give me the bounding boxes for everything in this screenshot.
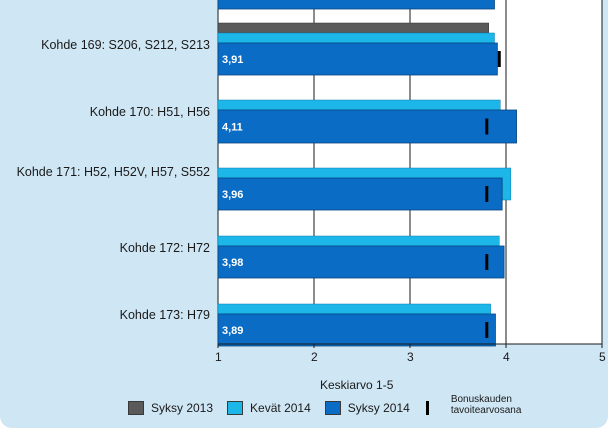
x-axis-label: Keskiarvo 1-5 — [320, 378, 394, 392]
target-marker-1 — [497, 51, 501, 67]
value-label-2: 4,11 — [222, 122, 243, 134]
value-label-5: 3,89 — [222, 325, 243, 337]
value-label-3: 3,96 — [222, 189, 243, 201]
legend-target-label: Bonuskauden tavoitearvosana — [450, 394, 522, 416]
legend-target-marker — [425, 401, 429, 415]
bar-kevat-2014-4 — [217, 235, 500, 247]
bar-syksy-2014-0 — [217, 0, 495, 10]
legend-swatch-syksy-2013 — [128, 401, 144, 415]
legend-label-syksy-2014: Syksy 2014 — [347, 401, 410, 415]
target-marker-2 — [485, 118, 489, 135]
category-label-2: Kohde 170: H51, H56 — [89, 105, 210, 119]
x-tick-label-2: 3 — [407, 350, 414, 364]
target-marker-5 — [485, 322, 489, 338]
value-label-4: 3,98 — [222, 257, 243, 269]
category-label-4: Kohde 172: H72 — [119, 241, 210, 255]
legend-swatch-kevat-2014 — [227, 401, 244, 415]
x-tick-label-3: 4 — [503, 350, 510, 364]
bar-syksy-2014-3 — [217, 177, 503, 211]
bar-syksy-2014-1 — [217, 42, 498, 76]
legend-label-syksy-2013: Syksy 2013 — [151, 401, 214, 415]
legend-item-syksy-2013: Syksy 2013 — [128, 401, 213, 415]
legend-swatch-syksy-2014 — [324, 401, 341, 415]
target-marker-4 — [485, 254, 489, 270]
x-tick-label-1: 2 — [311, 350, 318, 364]
bar-kevat-2014-1 — [217, 32, 495, 44]
bar-syksy-2014-4 — [217, 245, 505, 279]
bar-syksy-2013-1 — [217, 22, 489, 34]
category-label-1: Kohde 169: S206, S212, S213 — [41, 38, 210, 52]
category-label-5: Kohde 173: H79 — [119, 308, 210, 322]
legend-item-kevat-2014: Kevät 2014 — [227, 401, 311, 415]
bar-syksy-2014-2 — [217, 109, 517, 144]
x-tick-label-4: 5 — [599, 350, 606, 364]
value-label-1: 3,91 — [222, 54, 243, 66]
target-marker-3 — [485, 186, 489, 202]
bar-kevat-2014-5 — [217, 303, 491, 315]
legend-label-kevat-2014: Kevät 2014 — [250, 401, 311, 415]
legend-item-syksy-2014: Syksy 2014 — [324, 401, 410, 415]
bar-syksy-2014-5 — [217, 313, 496, 347]
bar-kevat-2014-2 — [217, 99, 501, 111]
x-tick-label-0: 1 — [215, 350, 222, 364]
legend: Syksy 2013 Kevät 2014 Syksy 2014 Bonuska… — [128, 394, 541, 420]
category-label-3: Kohde 171: H52, H52V, H57, S552 — [16, 165, 210, 179]
